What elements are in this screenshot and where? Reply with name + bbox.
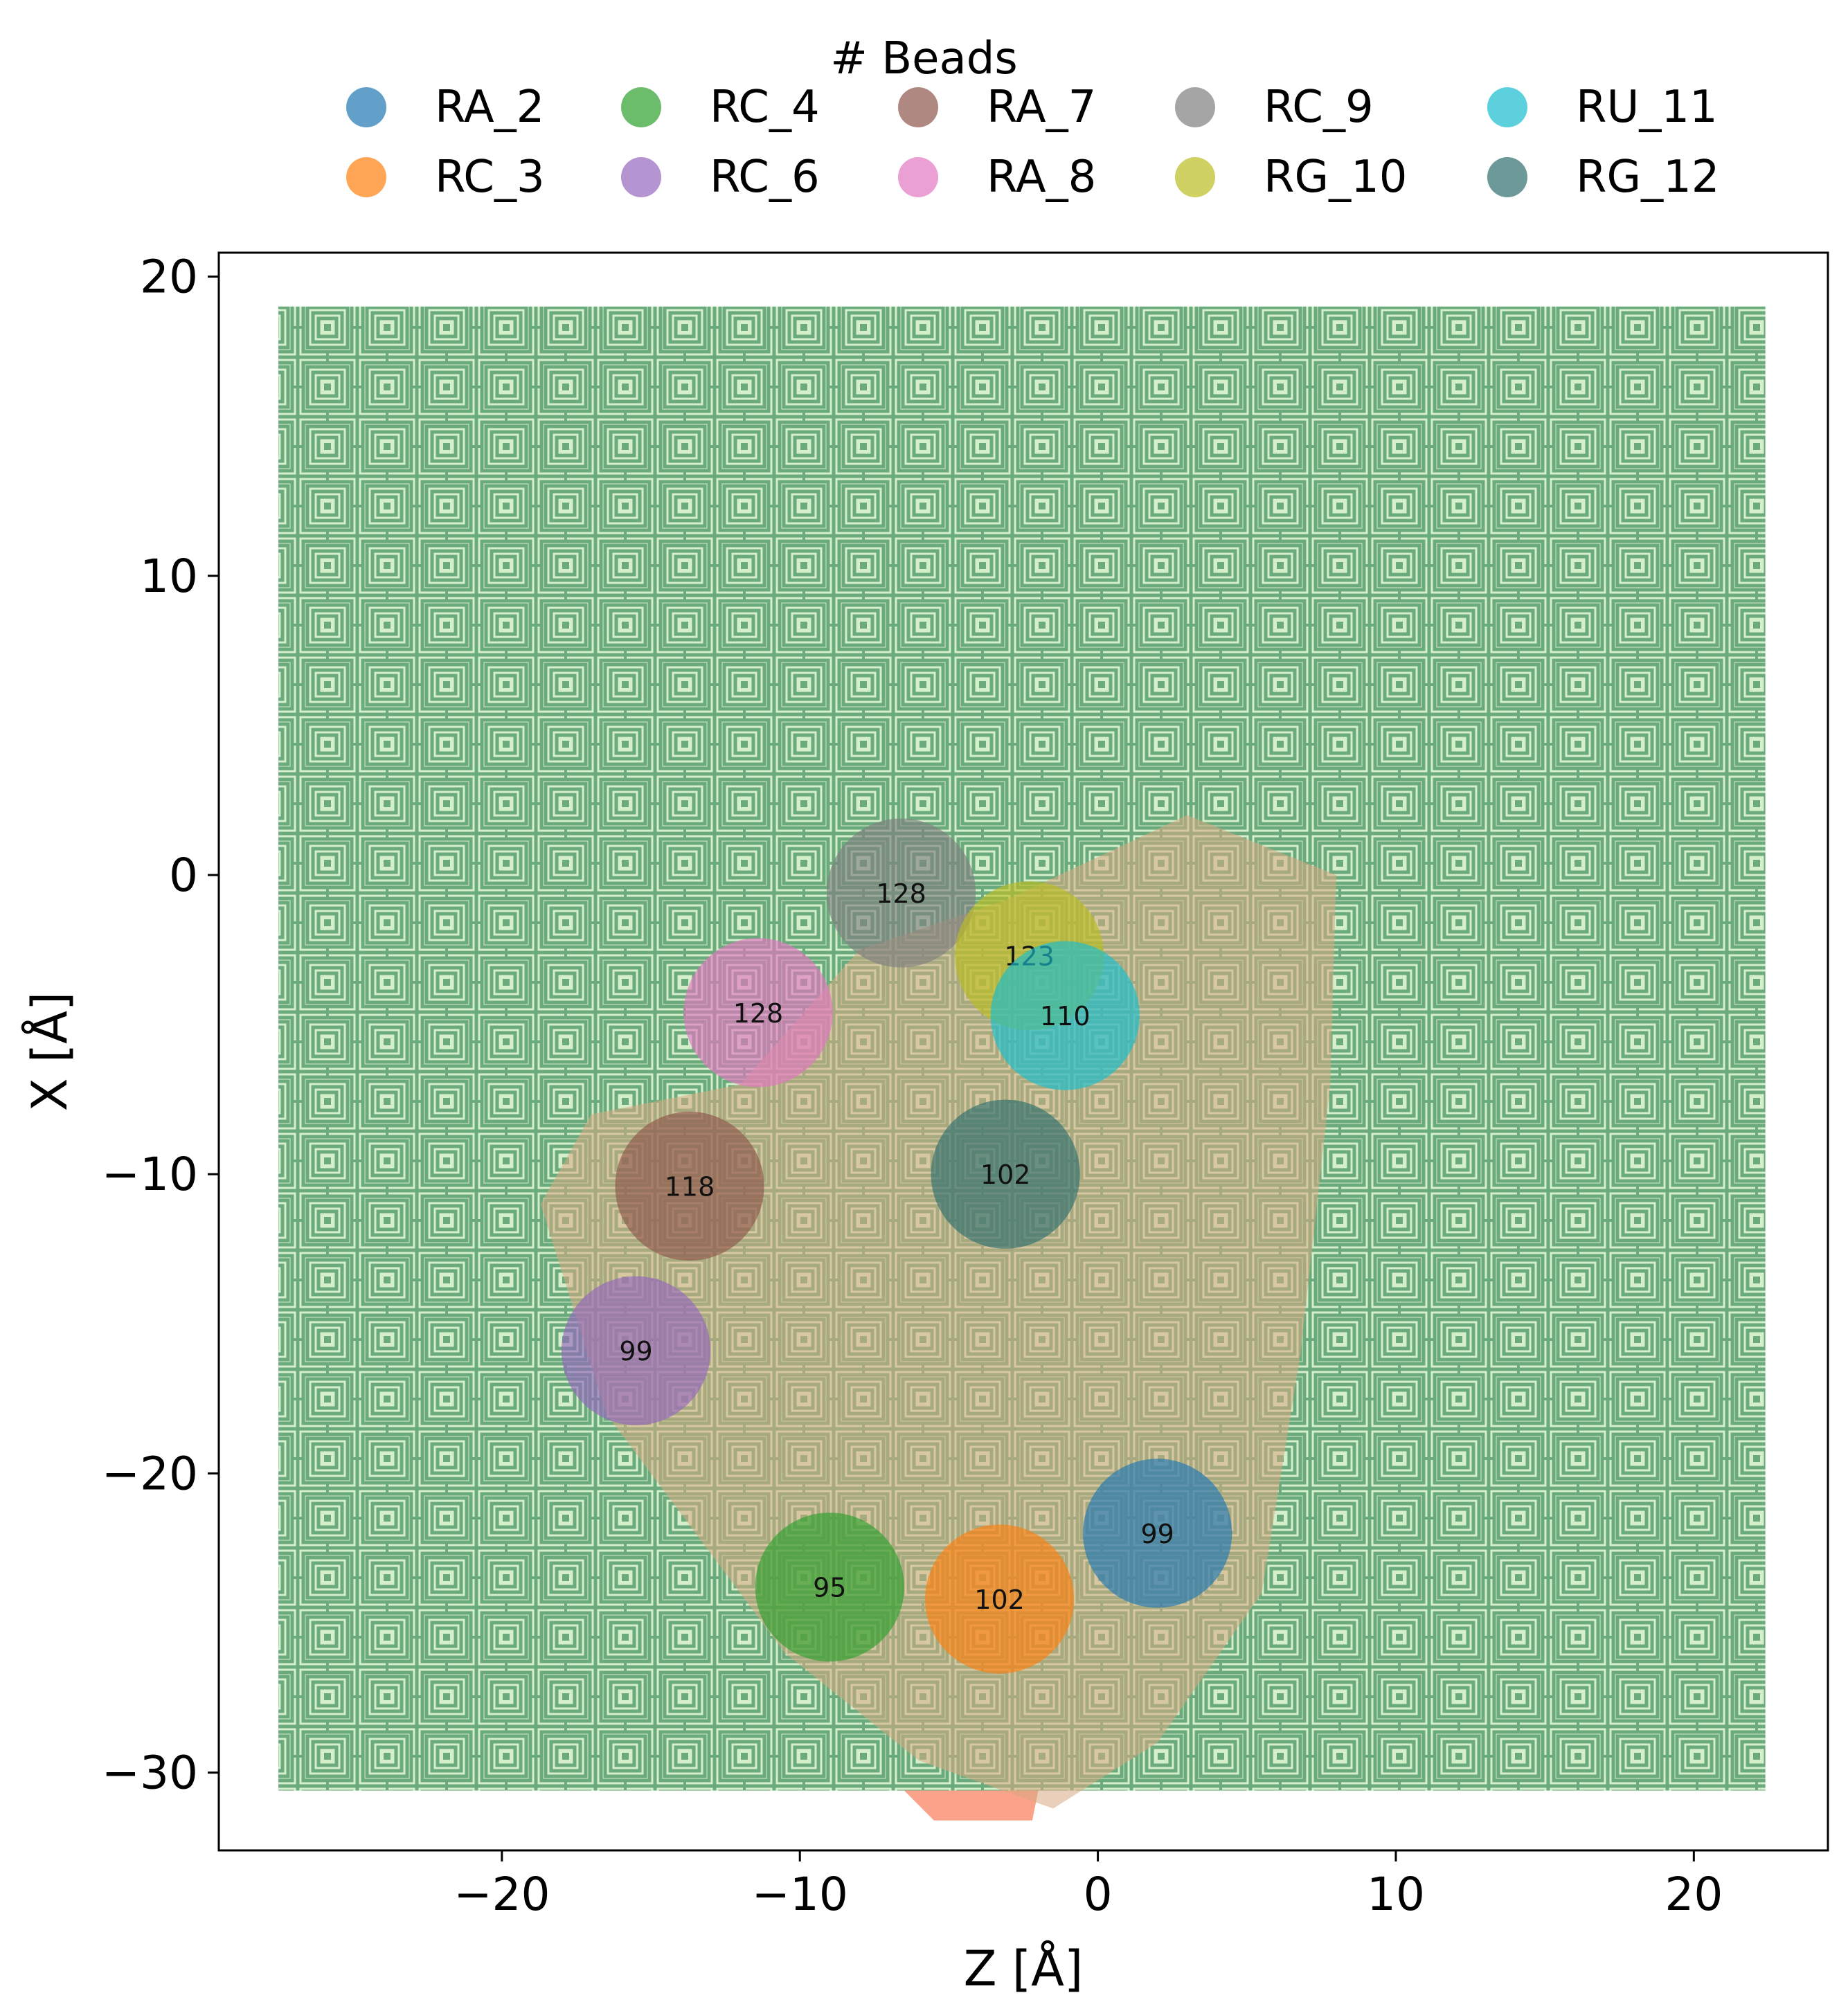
plot-frame bbox=[217, 251, 1829, 1852]
legend-label: RA_2 bbox=[435, 82, 545, 133]
y-tick-label: −10 bbox=[102, 1148, 198, 1201]
bead-rc-9 bbox=[826, 818, 976, 968]
tail-region bbox=[904, 1790, 1039, 1821]
legend-title: # Beads bbox=[830, 33, 1018, 84]
bead-rg-12 bbox=[931, 1099, 1080, 1249]
legend-label: RU_11 bbox=[1576, 82, 1718, 133]
y-tick-label: 10 bbox=[140, 550, 198, 603]
legend-marker bbox=[346, 87, 386, 127]
legend-marker bbox=[1175, 87, 1215, 127]
y-tick-label: −30 bbox=[102, 1747, 198, 1800]
legend-marker bbox=[898, 87, 938, 127]
legend-item-rc-6: RC_6 bbox=[621, 152, 820, 203]
bead-ru-11 bbox=[990, 941, 1140, 1090]
bead-label-rc-3: 102 bbox=[974, 1585, 1025, 1615]
bead-label-ra-2: 99 bbox=[1140, 1519, 1174, 1549]
legend-label: RC_6 bbox=[710, 152, 820, 203]
y-axis-title: X [Å] bbox=[21, 992, 78, 1112]
legend-item-ra-2: RA_2 bbox=[346, 82, 544, 133]
legend-label: RA_8 bbox=[987, 152, 1097, 203]
legend-label: RG_10 bbox=[1264, 152, 1408, 203]
bead-label-rc-9: 128 bbox=[876, 878, 926, 909]
legend-marker bbox=[621, 87, 661, 127]
x-tick-label: 0 bbox=[1084, 1868, 1113, 1921]
legend-marker bbox=[1487, 87, 1527, 127]
bead-rc-6 bbox=[561, 1276, 711, 1425]
legend-label: RC_3 bbox=[435, 152, 545, 203]
legend-label: RC_9 bbox=[1264, 82, 1374, 133]
bead-rc-4 bbox=[755, 1513, 904, 1662]
legend: # Beads RA_2 RC_3 RC_4 RC_6 RA_7 RA_8 RC_9 RG_1… bbox=[0, 0, 1848, 235]
legend-item-ra-8: RA_8 bbox=[898, 152, 1096, 203]
x-tick-label: −10 bbox=[752, 1868, 848, 1921]
legend-label: RG_12 bbox=[1576, 152, 1720, 203]
x-tick-label: 10 bbox=[1367, 1868, 1425, 1921]
legend-item-ra-7: RA_7 bbox=[898, 82, 1096, 133]
bead-label-rc-6: 99 bbox=[619, 1336, 652, 1367]
y-tick-label: 0 bbox=[169, 849, 198, 902]
bead-label-ra-7: 118 bbox=[665, 1171, 715, 1202]
bead-ra-2 bbox=[1083, 1459, 1232, 1608]
x-axis-title: Z [Å] bbox=[964, 1940, 1084, 1997]
y-tick-label: −20 bbox=[102, 1447, 198, 1500]
bead-ra-8 bbox=[683, 938, 833, 1088]
legend-label: RC_4 bbox=[710, 82, 820, 133]
legend-marker bbox=[1487, 157, 1527, 197]
legend-marker bbox=[621, 157, 661, 197]
legend-item-rc-9: RC_9 bbox=[1175, 82, 1374, 133]
legend-item-rc-3: RC_3 bbox=[346, 152, 545, 203]
bead-label-rg-12: 102 bbox=[980, 1160, 1031, 1190]
legend-item-rc-4: RC_4 bbox=[621, 82, 820, 133]
axes: −20 −10 0 10 20 20 10 0 −10 −20 −30 Z [Å] X [Å] bbox=[21, 251, 1829, 1997]
legend-marker bbox=[346, 157, 386, 197]
plot-area: 991029599118128128123110102 bbox=[278, 306, 1766, 1821]
x-tick-label: −20 bbox=[454, 1868, 550, 1921]
bead-label-ru-11: 110 bbox=[1040, 1001, 1091, 1031]
bead-label-ra-8: 128 bbox=[733, 998, 784, 1029]
legend-item-rg-12: RG_12 bbox=[1487, 152, 1720, 203]
legend-label: RA_7 bbox=[987, 82, 1097, 133]
legend-item-ru-11: RU_11 bbox=[1487, 82, 1718, 133]
legend-marker bbox=[1175, 157, 1215, 197]
x-tick-label: 20 bbox=[1665, 1868, 1723, 1921]
bead-rc-3 bbox=[924, 1524, 1075, 1674]
y-tick-label: 20 bbox=[140, 251, 198, 304]
bead-ra-7 bbox=[615, 1111, 764, 1261]
legend-marker bbox=[898, 157, 938, 197]
legend-item-rg-10: RG_10 bbox=[1175, 152, 1408, 203]
bead-label-rc-4: 95 bbox=[813, 1573, 846, 1603]
